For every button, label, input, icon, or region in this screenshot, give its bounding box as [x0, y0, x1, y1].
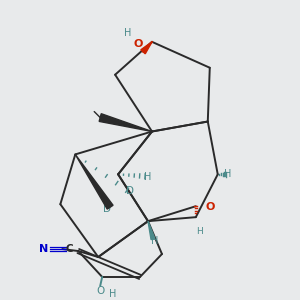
Text: N: N	[39, 244, 48, 254]
Text: D: D	[126, 186, 134, 196]
Polygon shape	[99, 114, 152, 131]
Text: O: O	[205, 202, 214, 212]
Text: H: H	[196, 226, 203, 236]
Text: O: O	[134, 39, 143, 49]
Text: H: H	[124, 28, 132, 38]
Text: O: O	[96, 286, 104, 296]
Text: H: H	[151, 236, 159, 246]
Polygon shape	[75, 154, 113, 209]
Polygon shape	[141, 42, 152, 54]
Text: D: D	[103, 204, 111, 214]
Text: H: H	[224, 169, 231, 179]
Polygon shape	[148, 221, 155, 240]
Text: H: H	[110, 289, 117, 299]
Text: H: H	[144, 172, 152, 182]
Text: C: C	[65, 244, 73, 254]
